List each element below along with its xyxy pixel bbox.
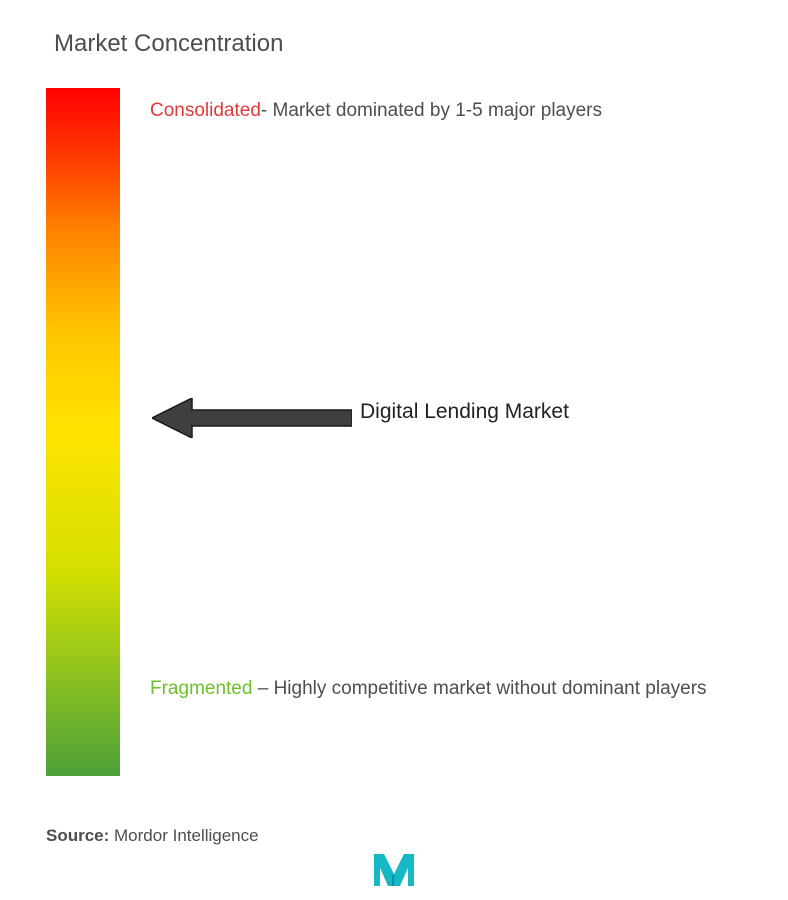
pointer-arrow-icon (152, 398, 352, 438)
label-fragmented: Fragmented – Highly competitive market w… (150, 672, 710, 705)
mordor-logo-icon (370, 848, 418, 888)
label-consolidated-term: Consolidated (150, 100, 261, 121)
source-line: Source: Mordor Intelligence (46, 826, 259, 846)
label-fragmented-desc: – Highly competitive market without domi… (252, 678, 706, 699)
label-consolidated: Consolidated- Market dominated by 1-5 ma… (150, 100, 602, 122)
source-value: Mordor Intelligence (109, 826, 258, 845)
chart-title: Market Concentration (54, 30, 283, 58)
concentration-gradient-bar (46, 88, 120, 776)
label-consolidated-desc: - Market dominated by 1-5 major players (261, 100, 602, 121)
source-label: Source: (46, 826, 109, 845)
pointer-label: Digital Lending Market (360, 400, 569, 424)
label-fragmented-term: Fragmented (150, 678, 252, 699)
